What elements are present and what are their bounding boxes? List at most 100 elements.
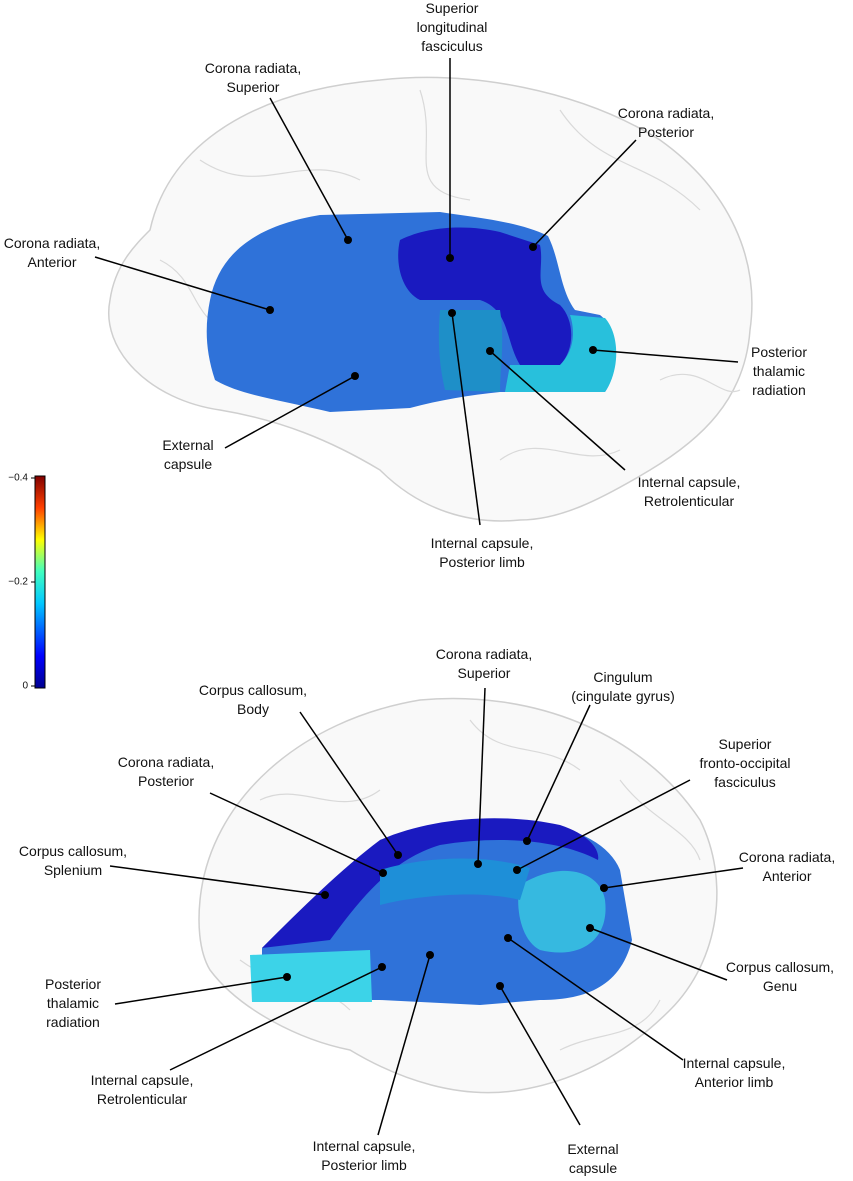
- label: Corona radiata,: [205, 60, 302, 76]
- leader-line: [526, 704, 591, 842]
- leader-line: [589, 927, 728, 981]
- tract-blob: [505, 315, 617, 392]
- labels: Superior longitudinal fasciculus Corona rad…: [4, 0, 836, 1176]
- leader-dot: [523, 837, 531, 845]
- leader-dot: [321, 891, 329, 899]
- leader-line: [516, 779, 691, 871]
- label: Body: [237, 701, 269, 717]
- label: Posterior: [45, 976, 101, 992]
- label: Internal capsule,: [683, 1055, 786, 1071]
- label: Corona radiata,: [4, 235, 101, 251]
- leader-dot: [586, 924, 594, 932]
- label: longitudinal: [417, 19, 488, 35]
- colorbar-tick-label: −0.2: [8, 577, 28, 588]
- label: capsule: [164, 456, 212, 472]
- leader-dot: [446, 254, 454, 262]
- label: Posterior limb: [439, 554, 525, 570]
- leader-line: [224, 375, 356, 449]
- label: Corpus callosum,: [19, 843, 127, 859]
- label: Superior: [227, 79, 280, 95]
- label: Superior: [426, 0, 479, 16]
- tract-blob: [380, 858, 530, 905]
- leader-line: [592, 349, 739, 363]
- leader-line: [489, 350, 626, 471]
- colorbar-tick-label: 0: [22, 681, 28, 692]
- label: Posterior limb: [321, 1157, 407, 1173]
- leader-line: [109, 865, 326, 896]
- label: Internal capsule,: [638, 474, 741, 490]
- bottom-brain: [198, 697, 718, 1094]
- leader-dot: [266, 306, 274, 314]
- label: thalamic: [753, 363, 805, 379]
- label: Anterior: [762, 868, 811, 884]
- leader-line: [209, 792, 384, 874]
- label: Posterior: [751, 344, 807, 360]
- label: (cingulate gyrus): [571, 688, 675, 704]
- leader-dot: [394, 851, 402, 859]
- label: Retrolenticular: [644, 493, 735, 509]
- label: Corpus callosum,: [726, 959, 834, 975]
- label: fasciculus: [714, 774, 775, 790]
- label: Internal capsule,: [313, 1138, 416, 1154]
- leader-line: [532, 139, 637, 248]
- tract-blob: [398, 227, 572, 365]
- label: Splenium: [44, 862, 102, 878]
- leader-line: [269, 97, 349, 241]
- tract-blob: [262, 818, 599, 948]
- label: Retrolenticular: [97, 1091, 188, 1107]
- top-brain: [108, 76, 753, 522]
- label: Corpus callosum,: [199, 682, 307, 698]
- label: Cingulum: [593, 669, 652, 685]
- label: Superior: [458, 665, 511, 681]
- label: radiation: [46, 1014, 100, 1030]
- leader-dot: [486, 347, 494, 355]
- leader-line: [114, 976, 288, 1005]
- leader-line: [603, 867, 744, 889]
- leader-dot: [448, 309, 456, 317]
- label: Anterior limb: [695, 1074, 774, 1090]
- leader-line: [477, 687, 486, 865]
- label: Internal capsule,: [431, 535, 534, 551]
- label: Corona radiata,: [739, 849, 836, 865]
- leader-line: [299, 711, 399, 856]
- leader-dot: [474, 860, 482, 868]
- label: Posterior: [138, 773, 194, 789]
- leader-line: [94, 256, 271, 311]
- leader-dot: [379, 869, 387, 877]
- leader-dot: [496, 982, 504, 990]
- label: fronto-occipital: [699, 755, 790, 771]
- label: External: [567, 1141, 618, 1157]
- leader-dot: [600, 884, 608, 892]
- colorbar-ticks: −0.4 −0.2 0: [8, 473, 35, 692]
- label: fasciculus: [421, 38, 482, 54]
- leader-line: [451, 312, 481, 526]
- label: Internal capsule,: [91, 1072, 194, 1088]
- leader-line: [499, 985, 581, 1126]
- label: Corona radiata,: [436, 646, 533, 662]
- label: Superior: [719, 736, 772, 752]
- leader-dot: [513, 866, 521, 874]
- label: Corona radiata,: [618, 105, 715, 121]
- leader-dot: [504, 934, 512, 942]
- leader-dot: [351, 372, 359, 380]
- tract-blob: [518, 870, 606, 953]
- leader-line: [169, 966, 383, 1071]
- label: Posterior: [638, 124, 694, 140]
- colorbar-tick-label: −0.4: [8, 473, 28, 484]
- leader-line: [377, 954, 431, 1136]
- tract-blob: [250, 950, 372, 1002]
- label: Genu: [763, 978, 797, 994]
- leader-dot: [589, 346, 597, 354]
- label: radiation: [752, 382, 806, 398]
- label: Corona radiata,: [118, 754, 215, 770]
- colorbar: [34, 475, 46, 689]
- label: Anterior: [27, 254, 76, 270]
- leader-dot: [426, 951, 434, 959]
- label: capsule: [569, 1160, 617, 1176]
- leader-dot: [378, 963, 386, 971]
- label: thalamic: [47, 995, 99, 1011]
- leader-dot: [283, 973, 291, 981]
- leader-line: [507, 937, 684, 1061]
- leader-dot: [529, 243, 537, 251]
